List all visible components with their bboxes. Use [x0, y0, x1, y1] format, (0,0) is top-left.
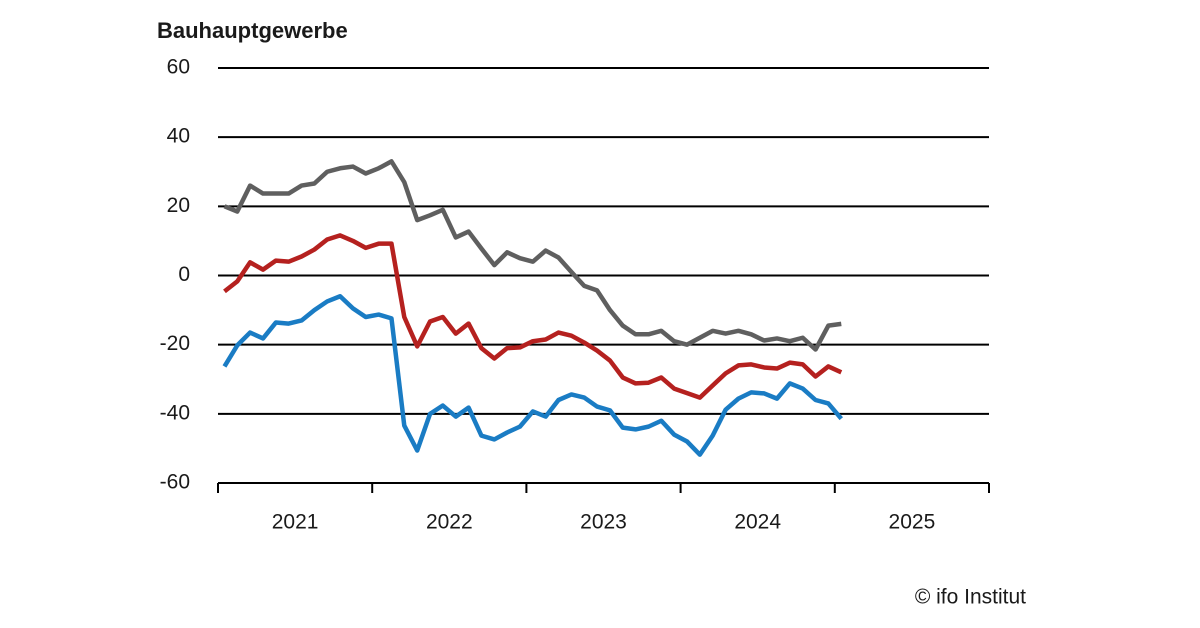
x-tick-label: 2025: [889, 511, 936, 534]
series-line: [223, 159, 842, 352]
y-tick-label: -40: [160, 401, 190, 424]
y-tick-label: -60: [160, 471, 190, 494]
x-tick-label: 2021: [272, 511, 319, 534]
y-tick-label: 0: [178, 263, 190, 286]
y-tick-label: 40: [167, 125, 190, 148]
x-tick-label: 2022: [426, 511, 473, 534]
y-tick-label: 60: [167, 56, 190, 79]
x-tick-label: 2023: [580, 511, 627, 534]
y-tick-label: 20: [167, 194, 190, 217]
x-tick-label: 2024: [734, 511, 781, 534]
series-line: [222, 294, 843, 457]
y-tick-label: -20: [160, 332, 190, 355]
series-line: [223, 233, 843, 400]
source: © ifo Institut: [915, 586, 1026, 609]
chart-title: Bauhauptgewerbe: [157, 18, 348, 43]
